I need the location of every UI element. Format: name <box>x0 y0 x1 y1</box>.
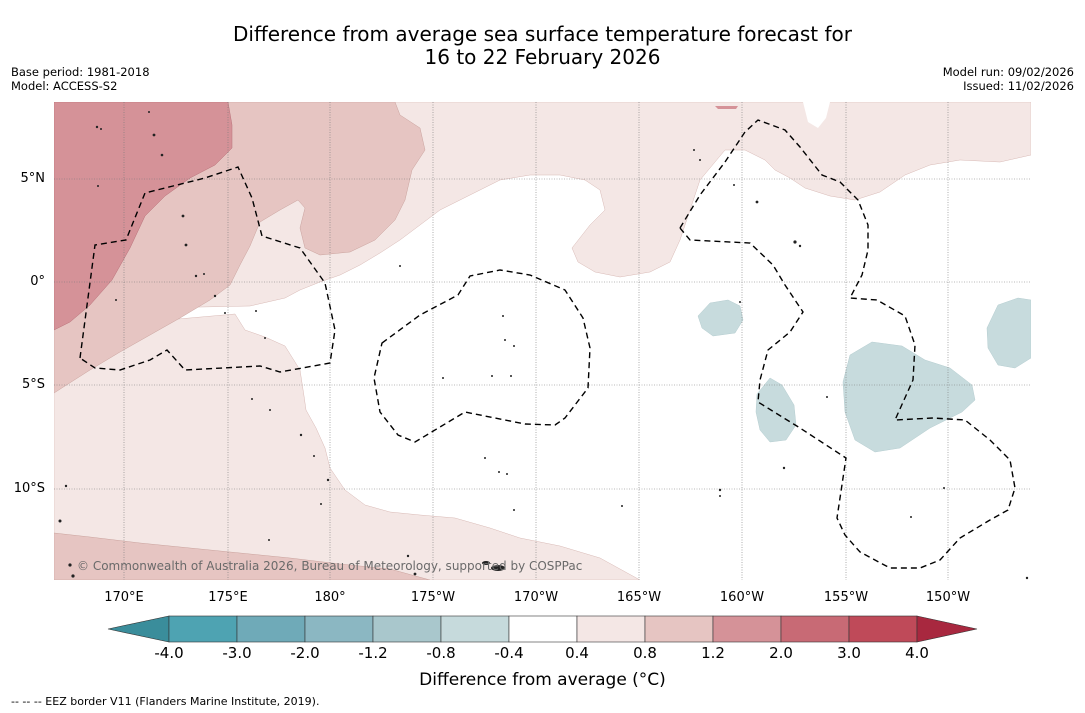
lon-label-175e: 175°E <box>208 590 248 605</box>
model-run: Model run: 09/02/2026 <box>942 65 1074 79</box>
lon-label-165w: 165°W <box>616 590 662 605</box>
graticule <box>54 102 1031 580</box>
lat-label-5s: 5°S <box>21 377 45 392</box>
colorbar-segment-7 <box>576 615 646 643</box>
colorbar-segment-11 <box>848 615 918 643</box>
colorbar-arrow-high <box>916 615 978 643</box>
colorbar-segment-3 <box>304 615 374 643</box>
colorbar-segment-1 <box>168 615 238 643</box>
anomaly-region-1-2 <box>54 102 233 331</box>
cool-patch-1 <box>697 299 744 337</box>
lat-label-0: 0° <box>30 274 45 289</box>
white-gap-patch <box>803 102 830 128</box>
eez-footnote: -- -- -- EEZ border V11 (Flanders Marine… <box>11 695 320 708</box>
lon-label-160w: 160°W <box>719 590 765 605</box>
lon-label-175w: 175°W <box>410 590 456 605</box>
lon-label-155w: 155°W <box>823 590 869 605</box>
colorbar-arrow-low <box>107 615 170 643</box>
base-info: Base period: 1981-2018 Model: ACCESS-S2 <box>11 65 150 93</box>
colorbar-segment-8 <box>644 615 714 643</box>
colorbar-tick: -0.8 <box>426 644 456 662</box>
lat-label-10s: 10°S <box>13 481 45 496</box>
islands <box>58 111 1029 580</box>
colorbar-title: Difference from average (°C) <box>419 670 666 690</box>
cool-patch-2 <box>755 377 797 443</box>
eez-borders <box>79 119 1016 569</box>
lon-label-150w: 150°W <box>925 590 971 605</box>
run-info: Model run: 09/02/2026 Issued: 11/02/2026 <box>943 65 1074 93</box>
lat-label-5n: 5°N <box>20 171 46 186</box>
colorbar-tick: 0.4 <box>565 644 589 662</box>
colorbar-tick: -4.0 <box>154 644 184 662</box>
base-period: Base period: 1981-2018 <box>11 65 150 79</box>
colorbar-tick: 3.0 <box>837 644 861 662</box>
colorbar-segment-4 <box>372 615 442 643</box>
colorbar-tick: -2.0 <box>290 644 320 662</box>
model-name: Model: ACCESS-S2 <box>11 79 118 93</box>
colorbar-tick: 1.2 <box>701 644 725 662</box>
colorbar-segment-2 <box>236 615 306 643</box>
colorbar-tick: 4.0 <box>905 644 929 662</box>
colorbar-tick: -0.4 <box>494 644 524 662</box>
colorbar-segment-9 <box>712 615 782 643</box>
map-title-line2: 16 to 22 February 2026 <box>424 45 661 69</box>
colorbar-tick: -3.0 <box>222 644 252 662</box>
lon-label-180: 180° <box>314 590 346 605</box>
copyright-notice: © Commonwealth of Australia 2026, Bureau… <box>77 559 583 573</box>
lon-label-170e: 170°E <box>104 590 144 605</box>
anomaly-region-0-4-south <box>54 313 641 580</box>
colorbar-tick: 0.8 <box>633 644 657 662</box>
colorbar-segment-10 <box>780 615 850 643</box>
map-title-line1: Difference from average sea surface temp… <box>232 22 852 46</box>
cool-patch-3 <box>842 341 976 453</box>
cool-patch-4 <box>986 297 1031 369</box>
anomaly-patch-1-2-small <box>715 106 738 109</box>
anomaly-region-0-8-south <box>54 532 431 580</box>
colorbar-tick: 2.0 <box>769 644 793 662</box>
lon-label-170w: 170°W <box>513 590 559 605</box>
colorbar-segment-5 <box>440 615 510 643</box>
issued-date: Issued: 11/02/2026 <box>963 79 1074 93</box>
colorbar-tick: -1.2 <box>358 644 388 662</box>
colorbar-segment-6 <box>508 615 578 643</box>
